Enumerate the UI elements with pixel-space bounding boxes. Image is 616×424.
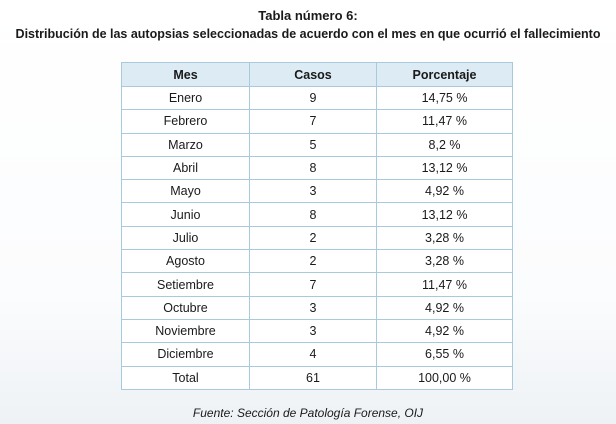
cell-porcentaje: 4,92 % bbox=[376, 318, 513, 344]
cell-casos: 2 bbox=[249, 249, 377, 274]
table-title: Tabla número 6: bbox=[258, 8, 358, 23]
cell-mes: Noviembre bbox=[121, 318, 250, 344]
cell-porcentaje: 11,47 % bbox=[376, 109, 513, 134]
cell-mes: Marzo bbox=[121, 132, 250, 157]
cell-casos: 7 bbox=[249, 272, 377, 297]
cell-mes: Agosto bbox=[121, 249, 250, 274]
cell-porcentaje: 3,28 % bbox=[376, 249, 513, 274]
cell-mes: Mayo bbox=[121, 179, 250, 204]
cell-casos: 3 bbox=[249, 179, 377, 204]
cell-porcentaje: 13,12 % bbox=[376, 202, 513, 227]
cell-mes: Enero bbox=[121, 85, 250, 111]
source-note: Fuente: Sección de Patología Forense, OI… bbox=[192, 406, 424, 420]
cell-casos: 9 bbox=[249, 85, 377, 111]
table-row: Abril 8 13,12 % bbox=[121, 155, 513, 181]
cell-porcentaje: 6,55 % bbox=[376, 342, 513, 367]
title-block: Tabla número 6: Distribución de las auto… bbox=[0, 8, 616, 42]
cell-mes: Diciembre bbox=[121, 342, 250, 367]
table-subtitle: Distribución de las autopsias selecciona… bbox=[15, 27, 601, 41]
data-table: Mes Casos Porcentaje Enero 9 14,75 % Feb… bbox=[121, 62, 513, 390]
cell-total-porcentaje: 100,00 % bbox=[376, 365, 513, 390]
cell-porcentaje: 11,47 % bbox=[376, 272, 513, 297]
column-header-casos: Casos bbox=[249, 62, 377, 87]
table-row: Octubre 3 4,92 % bbox=[121, 295, 513, 320]
table-row: Febrero 7 11,47 % bbox=[121, 109, 513, 134]
table-row: Enero 9 14,75 % bbox=[121, 85, 513, 111]
cell-porcentaje: 13,12 % bbox=[376, 155, 513, 181]
cell-casos: 8 bbox=[249, 202, 377, 227]
cell-total-casos: 61 bbox=[249, 365, 377, 390]
cell-mes: Octubre bbox=[121, 295, 250, 320]
column-header-mes: Mes bbox=[121, 62, 250, 87]
cell-mes: Febrero bbox=[121, 109, 250, 134]
cell-mes: Julio bbox=[121, 225, 250, 251]
cell-total-label: Total bbox=[121, 365, 250, 390]
cell-casos: 3 bbox=[249, 295, 377, 320]
table-body: Enero 9 14,75 % Febrero 7 11,47 % Marzo … bbox=[121, 85, 513, 390]
table-row: Diciembre 4 6,55 % bbox=[121, 342, 513, 367]
cell-mes: Abril bbox=[121, 155, 250, 181]
table-row: Noviembre 3 4,92 % bbox=[121, 318, 513, 344]
cell-casos: 7 bbox=[249, 109, 377, 134]
cell-porcentaje: 8,2 % bbox=[376, 132, 513, 157]
table-row: Mayo 3 4,92 % bbox=[121, 179, 513, 204]
cell-porcentaje: 3,28 % bbox=[376, 225, 513, 251]
cell-casos: 4 bbox=[249, 342, 377, 367]
cell-mes: Setiembre bbox=[121, 272, 250, 297]
table-row: Marzo 5 8,2 % bbox=[121, 132, 513, 157]
table-row: Agosto 2 3,28 % bbox=[121, 249, 513, 274]
cell-porcentaje: 14,75 % bbox=[376, 85, 513, 111]
cell-casos: 2 bbox=[249, 225, 377, 251]
cell-mes: Junio bbox=[121, 202, 250, 227]
cell-casos: 5 bbox=[249, 132, 377, 157]
total-row: Total 61 100,00 % bbox=[121, 365, 513, 390]
table-row: Junio 8 13,12 % bbox=[121, 202, 513, 227]
cell-porcentaje: 4,92 % bbox=[376, 179, 513, 204]
cell-casos: 8 bbox=[249, 155, 377, 181]
cell-casos: 3 bbox=[249, 318, 377, 344]
header-row: Mes Casos Porcentaje bbox=[121, 62, 513, 87]
column-header-porcentaje: Porcentaje bbox=[376, 62, 513, 87]
table-row: Setiembre 7 11,47 % bbox=[121, 272, 513, 297]
table-row: Julio 2 3,28 % bbox=[121, 225, 513, 251]
cell-porcentaje: 4,92 % bbox=[376, 295, 513, 320]
